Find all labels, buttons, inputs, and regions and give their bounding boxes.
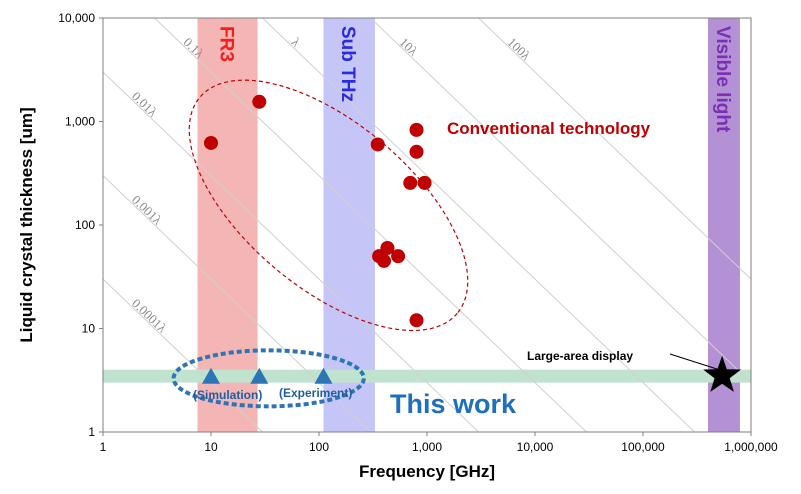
group-ellipses	[171, 79, 469, 409]
large-area-display-leader	[669, 353, 721, 371]
large-area-display-point	[703, 355, 742, 392]
x-axis-title: Frequency [GHz]	[359, 462, 495, 481]
y-tick-label: 100	[75, 218, 95, 232]
wavelength-label-6: 100λ	[504, 34, 534, 63]
y-tick-label: 10	[82, 322, 96, 336]
conventional-point	[377, 253, 392, 268]
large-area-display-label: Large-area display	[527, 349, 633, 363]
conventional-point	[417, 175, 432, 190]
this-work-point	[202, 367, 220, 384]
x-tick-label: 100,000	[621, 440, 665, 454]
wavelength-line-4	[262, 18, 695, 432]
wavelength-line-5	[370, 18, 751, 384]
wavelength-label-5: 10λ	[396, 34, 421, 59]
data-points	[202, 94, 742, 392]
x-tick-label: 1,000,000	[724, 440, 778, 454]
conventional-point	[391, 249, 406, 264]
this-work-point	[250, 367, 269, 384]
band-label-1: Sub THz	[337, 26, 358, 102]
this-work-label: This work	[390, 389, 517, 419]
wavelength-line-2	[103, 71, 479, 432]
wavelength-label-1: 0.001λ	[129, 192, 166, 228]
x-tick-label: 1,000	[412, 440, 442, 454]
this-work-point	[314, 367, 333, 384]
wavelength-label-4: λ	[288, 34, 303, 50]
x-tick-label: 10,000	[517, 440, 554, 454]
x-tick-label: 100	[309, 440, 329, 454]
simulation-label: (Simulation)	[193, 388, 262, 402]
conventional-point	[403, 175, 418, 190]
frequency-bands	[197, 18, 740, 432]
conventional-point	[370, 137, 385, 152]
conventional-point	[204, 135, 218, 150]
wavelength-lines	[103, 18, 751, 432]
x-axis-ticks: 1 10 100 1,000 10,000 100,000 1,000,000	[100, 432, 778, 454]
conventional-ellipse	[188, 79, 469, 332]
y-axis-ticks: 1 10 100 1,000 10,000	[58, 11, 103, 439]
this-work-ellipse	[171, 348, 366, 409]
wavelength-line-6	[478, 18, 751, 280]
conventional-point	[252, 94, 267, 109]
experiment-label: (Experiment)	[279, 386, 352, 400]
conventional-point	[409, 144, 424, 159]
x-tick-label: 1	[100, 440, 107, 454]
band-0	[197, 18, 258, 432]
wavelength-line-1	[103, 174, 371, 432]
conventional-point	[409, 313, 424, 328]
x-tick-label: 10	[204, 440, 218, 454]
wavelength-label-2: 0.01λ	[129, 89, 161, 120]
y-tick-label: 1,000	[65, 115, 95, 129]
conventional-technology-label: Conventional technology	[447, 119, 651, 138]
y-axis-title: Liquid crystal thickness [um]	[17, 107, 36, 342]
conventional-point	[409, 122, 424, 137]
y-tick-label: 1	[88, 425, 95, 439]
band-label-0: FR3	[216, 26, 237, 62]
wavelength-label-0: 0.0001λ	[129, 296, 170, 336]
wavelength-line-3	[154, 18, 587, 432]
y-tick-label: 10,000	[58, 11, 95, 25]
band-label-2: Visible light	[712, 26, 733, 133]
